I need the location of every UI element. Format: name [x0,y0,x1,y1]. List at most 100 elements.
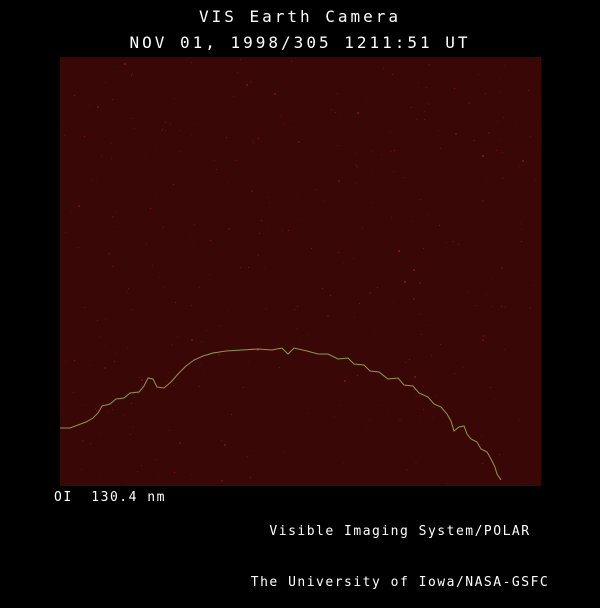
noise-speckle [257,349,259,351]
noise-speckle [372,151,373,152]
noise-speckle [104,367,106,369]
noise-speckle [339,405,340,406]
noise-speckle [432,347,433,348]
noise-speckle [96,177,97,178]
noise-speckle [111,158,112,159]
noise-speckle [132,309,133,310]
noise-speckle [420,420,421,421]
noise-speckle [322,201,323,202]
noise-speckle [105,82,106,83]
noise-speckle [95,408,96,409]
noise-speckle [246,456,248,458]
noise-speckle [191,62,192,63]
noise-speckle [137,471,138,472]
noise-speckle [183,89,184,90]
noise-speckle [90,443,91,444]
noise-speckle [65,232,66,233]
noise-speckle [194,224,195,225]
noise-speckle [438,130,439,131]
noise-speckle [192,296,193,297]
noise-speckle [519,408,520,409]
noise-speckle [474,140,475,141]
noise-speckle [156,371,157,372]
noise-speckle [282,230,283,231]
noise-speckle [251,147,252,148]
noise-speckle [97,106,99,108]
noise-speckle [208,447,209,448]
noise-speckle [419,313,421,315]
noise-speckle [383,68,384,69]
noise-speckle [519,166,520,167]
noise-speckle [301,220,302,221]
noise-speckle [424,111,425,112]
noise-speckle [226,103,227,104]
noise-speckle [92,88,93,89]
noise-speckle [338,180,340,182]
noise-speckle [134,171,135,172]
noise-speckle [64,135,65,136]
noise-speckle [488,132,490,134]
noise-speckle [468,292,469,293]
noise-speckle [177,336,178,337]
noise-speckle [112,216,114,218]
noise-speckle [297,194,298,195]
noise-speckle [512,243,513,244]
credit-line-1: Visible Imaging System/POLAR [269,524,531,539]
noise-speckle [258,369,259,370]
noise-speckle [486,182,487,183]
noise-speckle [200,379,201,380]
noise-speckle [497,121,498,122]
noise-speckle [373,59,374,60]
noise-speckle [154,88,155,89]
noise-speckle [499,230,500,231]
noise-speckle [311,248,312,249]
noise-speckle [381,154,382,155]
noise-speckle [123,415,124,416]
noise-speckle [255,204,256,205]
noise-speckle [415,396,417,398]
noise-speckle [209,274,210,275]
noise-speckle [116,211,117,212]
noise-speckle [478,74,479,75]
noise-speckle [504,306,506,308]
noise-speckle [63,127,64,128]
noise-speckle [431,355,432,356]
noise-speckle [356,166,358,168]
noise-speckle [248,267,249,268]
noise-speckle [455,133,457,135]
noise-speckle [141,379,143,381]
noise-speckle [298,118,299,119]
noise-speckle [520,222,521,223]
noise-speckle [431,397,432,398]
noise-speckle [494,403,495,404]
noise-speckle [252,141,254,143]
noise-speckle [405,362,406,363]
noise-speckle [485,93,486,94]
noise-speckle [210,240,211,241]
noise-speckle [136,235,137,236]
noise-speckle [327,315,329,317]
noise-speckle [279,255,280,256]
noise-speckle [279,367,280,368]
noise-speckle [445,203,446,204]
noise-speckle [165,130,166,131]
noise-speckle [165,122,166,123]
noise-speckle [504,349,505,350]
noise-speckle [334,416,335,417]
noise-speckle [308,334,309,335]
noise-speckle [121,331,122,332]
noise-speckle [171,344,173,346]
noise-speckle [398,68,399,69]
noise-speckle [372,202,373,203]
noise-speckle [268,226,269,227]
noise-speckle [288,230,289,231]
noise-speckle [404,177,405,178]
noise-speckle [497,223,498,224]
noise-speckle [132,73,133,74]
noise-speckle [78,247,79,248]
noise-speckle [77,303,78,304]
noise-speckle [473,140,474,141]
noise-speckle [194,481,195,482]
noise-speckle [464,475,465,476]
noise-speckle [126,482,127,483]
